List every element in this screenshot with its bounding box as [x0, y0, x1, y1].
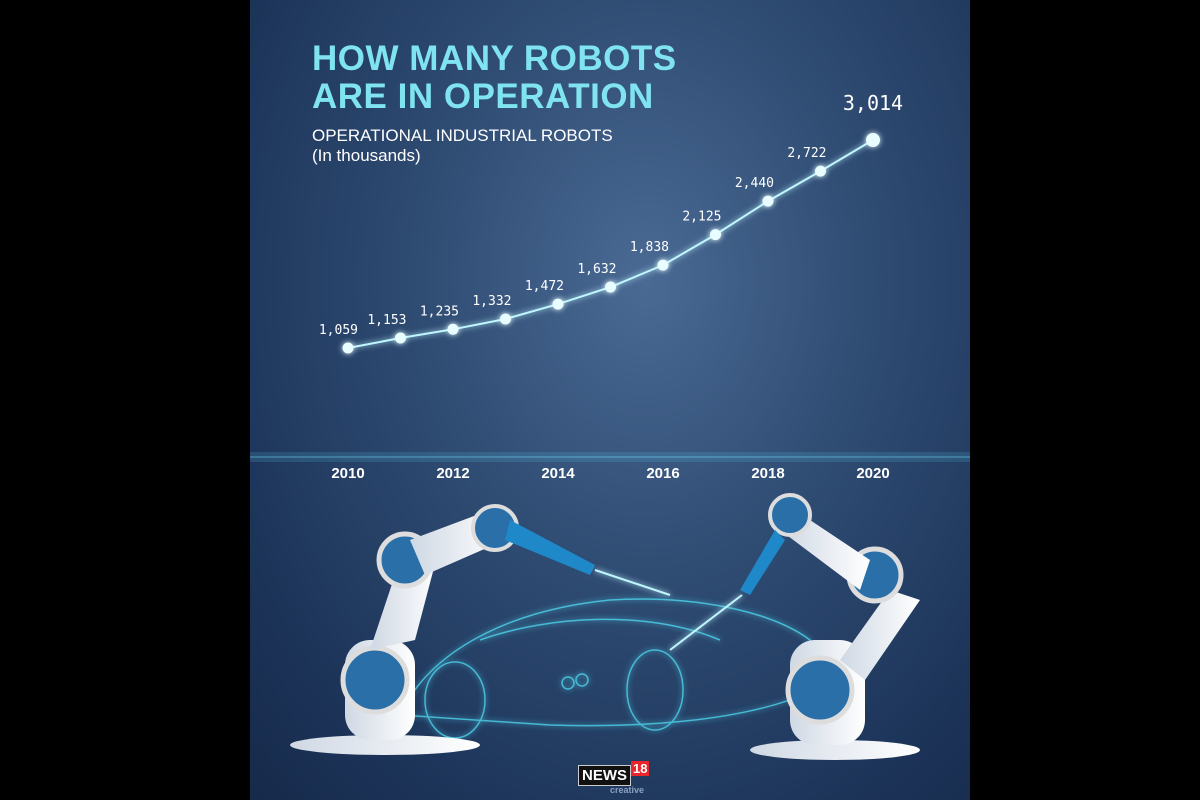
logo-subtext: creative	[610, 785, 645, 795]
data-label-2011: 1,153	[367, 313, 406, 328]
subtitle-line-1: OPERATIONAL INDUSTRIAL ROBOTS	[312, 126, 613, 145]
data-label-2018: 2,440	[735, 176, 774, 191]
data-point-2017	[710, 229, 721, 241]
data-label-2016: 1,838	[630, 240, 669, 255]
chart-svg: 1,059 1,153 1,235 1,332 1,472 1,632 1,838 2,125…	[250, 91, 970, 760]
data-point-2020	[866, 133, 880, 148]
data-point-2012	[447, 323, 459, 335]
robot-arm-left-illustration	[290, 504, 671, 755]
data-label-2015: 1,632	[577, 262, 616, 277]
chart-title: HOW MANY ROBOTS ARE IN OPERATION	[312, 40, 677, 116]
x-tick-2010: 2010	[331, 465, 364, 482]
x-tick-2012: 2012	[436, 465, 469, 482]
data-label-2020: 3,014	[843, 91, 903, 115]
x-tick-2014: 2014	[541, 465, 575, 482]
title-line-2: ARE IN OPERATION	[312, 77, 654, 116]
x-tick-2020: 2020	[856, 465, 889, 482]
data-point-2010	[342, 342, 354, 354]
data-point-2015	[605, 281, 616, 293]
data-point-2016	[657, 259, 669, 271]
data-label-2019: 2,722	[787, 146, 826, 161]
data-point-2019	[815, 165, 826, 177]
data-point-2018	[762, 195, 774, 207]
data-label-2013: 1,332	[472, 294, 511, 309]
x-tick-2018: 2018	[751, 465, 784, 482]
data-point-2013	[500, 313, 511, 325]
title-line-1: HOW MANY ROBOTS	[312, 39, 677, 78]
robot-arm-right-illustration	[669, 493, 920, 760]
car-outline-illustration	[398, 598, 816, 739]
data-point-2011	[395, 332, 406, 344]
data-label-2014: 1,472	[525, 279, 564, 294]
subtitle-line-2: (In thousands)	[312, 146, 421, 165]
x-tick-2016: 2016	[646, 465, 679, 482]
data-label-2017: 2,125	[682, 210, 721, 225]
chart-subtitle: OPERATIONAL INDUSTRIAL ROBOTS (In thousa…	[312, 126, 613, 166]
news18-logo: NEWS 18 creative	[578, 761, 650, 795]
infographic-panel: HOW MANY ROBOTS ARE IN OPERATION OPERATI…	[250, 0, 970, 800]
data-label-2012: 1,235	[420, 304, 459, 319]
data-label-2010: 1,059	[319, 323, 358, 338]
data-point-2014	[552, 298, 564, 310]
